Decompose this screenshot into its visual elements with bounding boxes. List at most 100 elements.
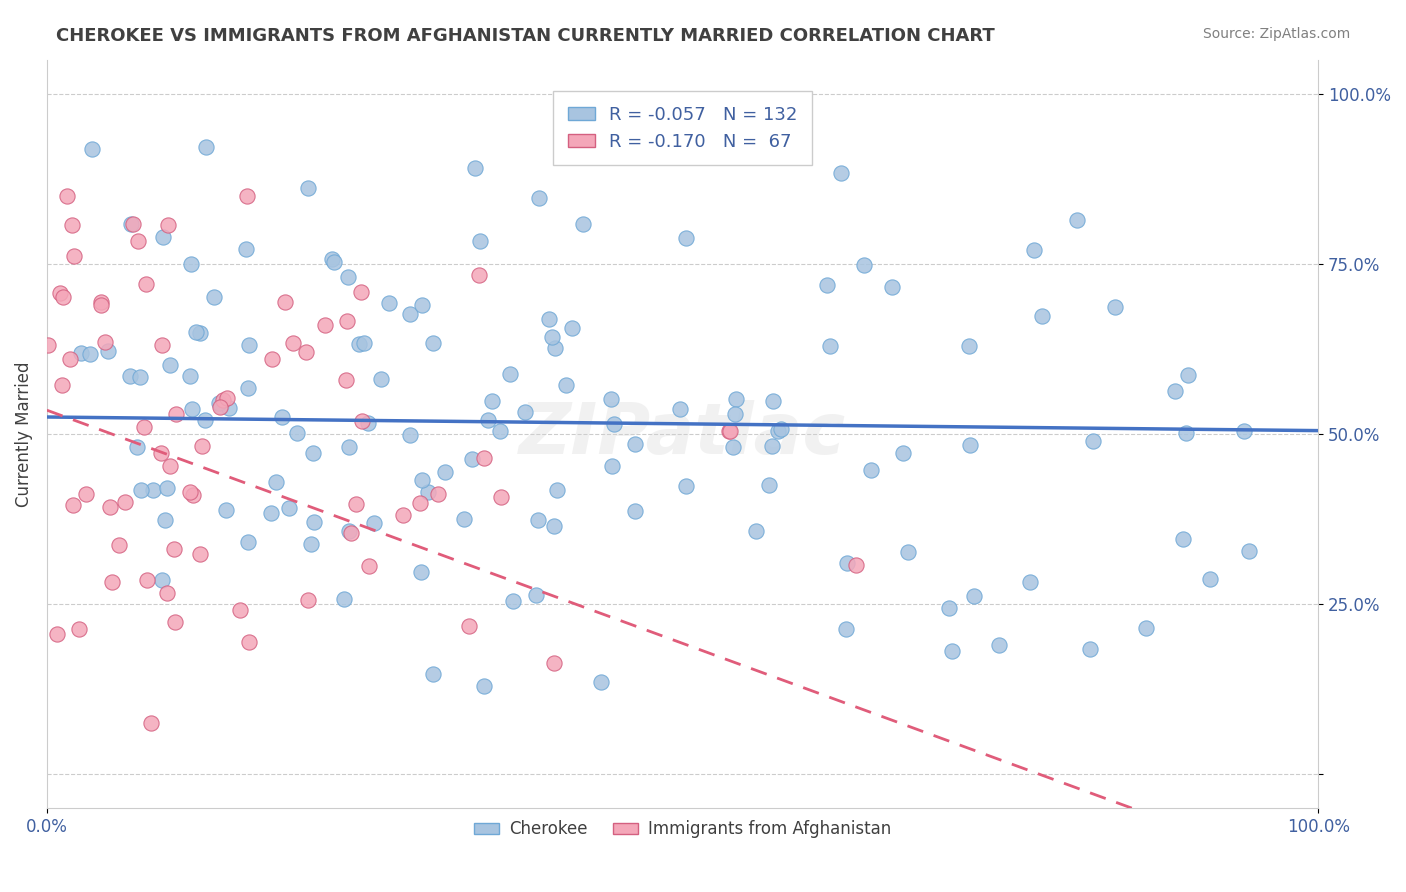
Point: [938, 600, 960, 615]
Point: [344, 497, 367, 511]
Point: [79, 347, 101, 361]
Point: [297, 180, 319, 194]
Point: [156, 481, 179, 495]
Point: [1177, 368, 1199, 383]
Point: [468, 234, 491, 248]
Point: [235, 242, 257, 256]
Point: [236, 535, 259, 549]
Point: [297, 592, 319, 607]
Point: [399, 307, 422, 321]
Point: [599, 392, 621, 406]
Point: [669, 402, 692, 417]
Point: [489, 424, 512, 438]
Point: [208, 400, 231, 414]
Point: [398, 428, 420, 442]
Point: [122, 217, 145, 231]
Point: [815, 278, 838, 293]
Point: [524, 588, 547, 602]
Point: [718, 425, 741, 439]
Point: [127, 235, 149, 249]
Point: [302, 515, 325, 529]
Point: [818, 339, 841, 353]
Point: [1135, 621, 1157, 635]
Point: [461, 451, 484, 466]
Point: [55, 188, 77, 202]
Point: [766, 425, 789, 439]
Point: [180, 257, 202, 271]
Point: [411, 565, 433, 579]
Point: [941, 644, 963, 658]
Point: [336, 314, 359, 328]
Point: [274, 295, 297, 310]
Point: [502, 594, 524, 608]
Point: [323, 255, 346, 269]
Point: [363, 516, 385, 531]
Point: [422, 667, 444, 681]
Point: [541, 330, 564, 344]
Point: [1104, 300, 1126, 314]
Point: [758, 478, 780, 492]
Point: [217, 392, 239, 406]
Point: [63, 249, 86, 263]
Point: [378, 295, 401, 310]
Point: [891, 445, 914, 459]
Point: [458, 619, 481, 633]
Point: [603, 417, 626, 431]
Point: [859, 463, 882, 477]
Point: [957, 338, 980, 352]
Point: [411, 473, 433, 487]
Point: [80, 142, 103, 156]
Point: [543, 519, 565, 533]
Point: [129, 483, 152, 497]
Point: [163, 541, 186, 556]
Point: [238, 635, 260, 649]
Point: [546, 483, 568, 497]
Point: [724, 392, 747, 406]
Point: [543, 657, 565, 671]
Point: [453, 511, 475, 525]
Point: [527, 191, 550, 205]
Point: [129, 370, 152, 384]
Point: [337, 440, 360, 454]
Point: [188, 326, 211, 340]
Point: [194, 139, 217, 153]
Point: [468, 268, 491, 282]
Point: [675, 231, 697, 245]
Point: [134, 277, 156, 291]
Point: [591, 674, 613, 689]
Point: [554, 378, 576, 392]
Point: [180, 401, 202, 416]
Text: ZIPatlас: ZIPatlас: [519, 400, 846, 468]
Point: [236, 188, 259, 202]
Point: [987, 639, 1010, 653]
Point: [718, 424, 741, 438]
Point: [127, 440, 149, 454]
Point: [141, 483, 163, 498]
Point: [1031, 309, 1053, 323]
Point: [353, 336, 375, 351]
Point: [299, 537, 322, 551]
Point: [1164, 384, 1187, 399]
Point: [181, 488, 204, 502]
Point: [97, 343, 120, 358]
Point: [90, 298, 112, 312]
Point: [295, 345, 318, 359]
Point: [49, 286, 72, 301]
Point: [335, 373, 357, 387]
Point: [1081, 434, 1104, 448]
Point: [37, 338, 59, 352]
Point: [537, 311, 560, 326]
Point: [165, 408, 187, 422]
Point: [1175, 426, 1198, 441]
Point: [433, 465, 456, 479]
Point: [427, 487, 450, 501]
Point: [1022, 243, 1045, 257]
Point: [321, 252, 343, 266]
Point: [75, 486, 97, 500]
Point: [472, 450, 495, 465]
Point: [94, 334, 117, 349]
Point: [370, 372, 392, 386]
Point: [159, 458, 181, 473]
Point: [60, 219, 83, 233]
Point: [472, 679, 495, 693]
